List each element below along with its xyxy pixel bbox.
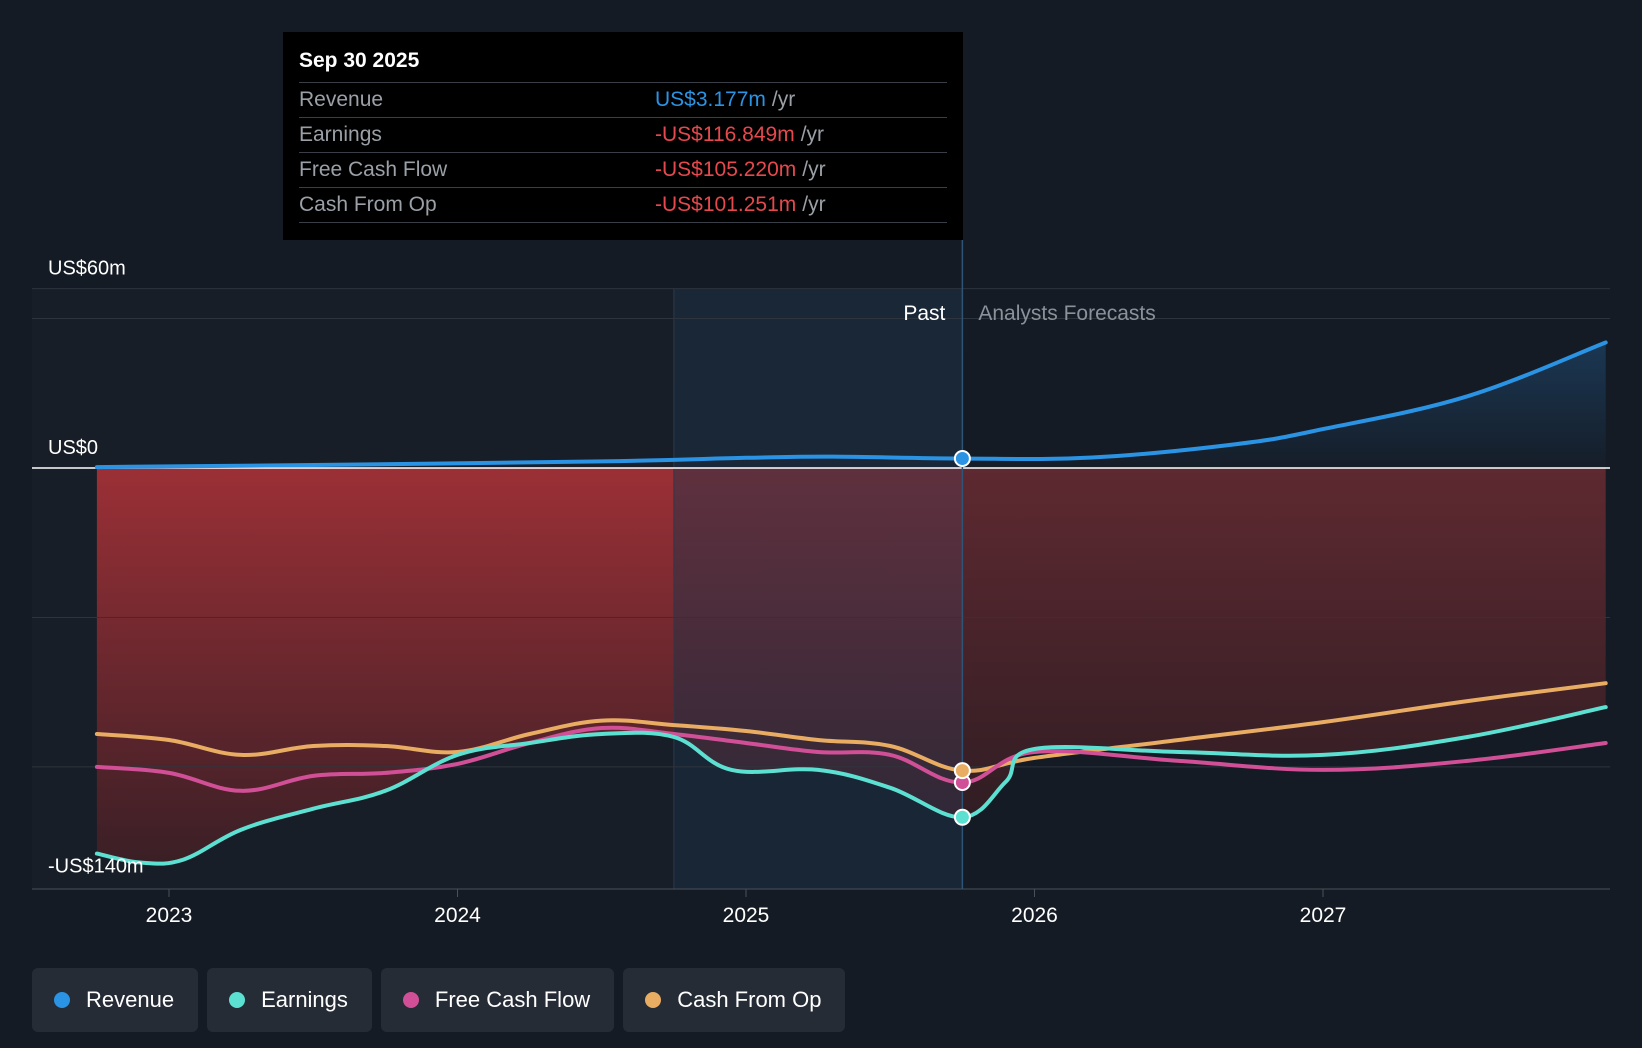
tooltip-value: -US$105.220m [655,158,797,181]
cash-from-op-marker [953,762,971,780]
tooltip-row-earnings: Earnings -US$116.849m /yr [299,117,947,152]
legend-label: Cash From Op [677,987,822,1012]
x-tick-label: 2024 [434,904,481,927]
y-tick-label: US$60m [48,258,126,280]
legend-label: Free Cash Flow [434,987,591,1012]
tooltip-value: US$3.177m [655,88,766,111]
forecast-label: Analysts Forecasts [978,302,1155,325]
x-tick-label: 2027 [1300,904,1347,927]
earnings-dot-icon [229,992,246,1008]
legend-label: Earnings [261,987,348,1012]
tooltip-unit: /yr [771,88,796,111]
tooltip-unit: /yr [802,158,826,181]
tooltip-label: Earnings [299,123,382,146]
tooltip-row-free-cash-flow: Free Cash Flow -US$105.220m /yr [299,152,947,187]
tooltip-label: Cash From Op [299,193,437,216]
tooltip-value: -US$116.849m [655,123,795,146]
revenue-area [96,342,1606,468]
y-tick-label: -US$140m [48,855,144,877]
tooltip-unit: /yr [802,193,826,216]
past-label: Past [903,302,945,325]
tooltip-label: Revenue [299,88,384,111]
cash-from-op-dot-icon [645,992,662,1008]
revenue-dot-icon [54,992,70,1008]
legend-item-free-cash-flow[interactable]: Free Cash Flow [380,968,615,1032]
earnings-line [94,705,1608,866]
legend: Revenue Earnings Free Cash Flow Cash Fro… [32,968,846,1032]
legend-item-cash-from-op[interactable]: Cash From Op [623,968,846,1032]
free-cash-flow-dot-icon [402,992,419,1008]
revenue-line [94,340,1608,470]
legend-label: Revenue [86,987,175,1012]
past-highlight-region [673,289,963,889]
earnings-marker [953,808,971,826]
tooltip-label: Free Cash Flow [299,158,448,181]
tooltip-unit: /yr [800,123,825,146]
tooltip: Sep 30 2025 Revenue US$3.177m /yr Earnin… [283,32,963,240]
y-tick-label: US$0 [48,437,98,459]
legend-item-earnings[interactable]: Earnings [207,968,372,1032]
x-tick-label: 2023 [146,904,193,927]
tooltip-row-revenue: Revenue US$3.177m /yr [299,82,947,117]
x-tick-label: 2026 [1011,904,1058,927]
tooltip-row-cash-from-op: Cash From Op -US$101.251m /yr [299,187,947,223]
tooltip-date: Sep 30 2025 [299,49,420,72]
legend-item-revenue[interactable]: Revenue [32,968,199,1032]
cash-from-op-line [94,681,1608,773]
tooltip-value: -US$101.251m [655,193,797,216]
free-cash-flow-line [94,725,1608,793]
earnings-area-forecast [962,468,1606,818]
x-tick-label: 2025 [723,904,770,927]
revenue-marker [953,450,971,468]
